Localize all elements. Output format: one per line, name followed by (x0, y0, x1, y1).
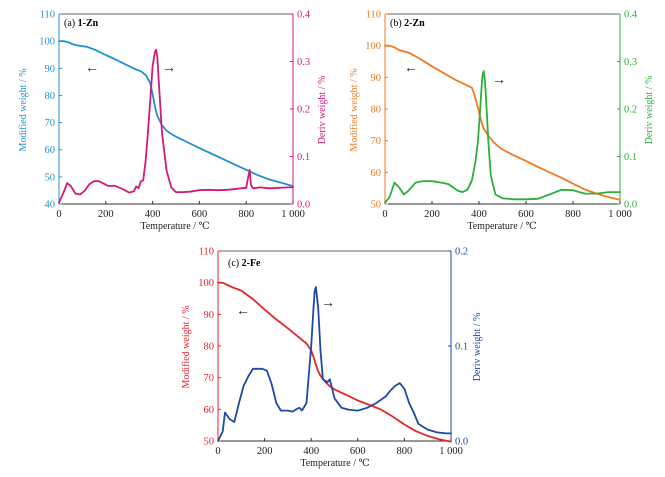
right-y-tick-label: 0.4 (297, 10, 311, 21)
left-axis-label: Modified weight / % (18, 68, 29, 151)
right-axis-label: Deriv weight / % (472, 313, 483, 382)
x-axis-label: Temperature / ℃ (467, 221, 536, 232)
left-arrow: ← (85, 61, 99, 76)
right-y-tick-label: 0.2 (455, 247, 468, 258)
left-y-tick-label: 70 (371, 136, 382, 147)
right-y-tick-label: 0.2 (297, 105, 310, 116)
x-tick-label: 600 (192, 209, 208, 220)
left-y-tick-label: 110 (366, 10, 381, 21)
right-arrow: → (321, 296, 335, 311)
x-tick-label: 600 (350, 446, 366, 457)
panel-title: (b) 2-Zn (390, 18, 425, 29)
left-y-tick-label: 90 (204, 310, 215, 321)
left-y-tick-label: 110 (199, 247, 214, 258)
weight-curve (58, 40, 294, 188)
left-y-tick-label: 100 (198, 278, 214, 289)
x-axis-label: Temperature / ℃ (140, 221, 209, 232)
x-tick-label: 200 (98, 209, 114, 220)
left-y-tick-label: 60 (204, 405, 215, 416)
right-y-tick-label: 0.1 (297, 152, 310, 163)
left-y-tick-label: 80 (45, 91, 56, 102)
x-tick-label: 400 (471, 209, 487, 220)
right-y-tick-label: 0.1 (624, 152, 637, 163)
x-tick-label: 1 000 (281, 209, 305, 220)
right-y-tick-label: 0.1 (455, 342, 468, 353)
x-tick-label: 0 (215, 446, 220, 457)
right-axis-label: Deriv weight / % (317, 76, 328, 145)
panel-c-2fe: Modified weight / % Deriv weight / % Tem… (181, 247, 483, 470)
weight-curve (384, 44, 621, 201)
x-tick-label: 800 (397, 446, 413, 457)
left-y-tick-label: 40 (45, 200, 56, 211)
panel-a-1zn: Modified weight / % Deriv weight / % Tem… (18, 10, 328, 233)
panel-title: (c) 2-Fe (228, 258, 261, 269)
left-arrow: ← (404, 61, 418, 76)
deriv-weight-curve (217, 286, 452, 442)
x-tick-label: 200 (424, 209, 440, 220)
left-y-tick-label: 90 (45, 64, 56, 75)
x-tick-label: 400 (303, 446, 319, 457)
right-y-tick-label: 0.4 (624, 10, 638, 21)
x-tick-label: 400 (145, 209, 161, 220)
deriv-weight-curve (384, 70, 621, 204)
right-arrow: → (492, 73, 506, 88)
x-tick-label: 200 (257, 446, 273, 457)
panel-title: (a) 1-Zn (64, 18, 99, 29)
right-y-tick-label: 0.0 (297, 200, 310, 211)
left-y-tick-label: 70 (45, 118, 56, 129)
left-y-tick-label: 60 (371, 168, 382, 179)
x-axis-label: Temperature / ℃ (300, 458, 369, 469)
left-axis-label: Modified weight / % (181, 305, 192, 388)
left-y-tick-label: 50 (45, 172, 56, 183)
right-axis-label: Deriv weight / % (644, 76, 655, 145)
left-axis-label: Modified weight / % (349, 68, 360, 151)
x-tick-label: 1 000 (439, 446, 463, 457)
panel-b-2zn: Modified weight / % Deriv weight / % Tem… (349, 10, 655, 233)
right-y-tick-label: 0.3 (624, 57, 637, 68)
left-arrow: ← (236, 304, 250, 319)
weight-curve (217, 281, 452, 443)
left-y-tick-label: 100 (39, 37, 55, 48)
left-y-tick-label: 80 (204, 342, 215, 353)
left-y-tick-label: 100 (365, 41, 381, 52)
right-arrow: → (162, 61, 176, 76)
right-y-tick-label: 0.3 (297, 57, 310, 68)
x-tick-label: 800 (238, 209, 254, 220)
x-tick-label: 800 (565, 209, 581, 220)
x-tick-label: 0 (56, 209, 61, 220)
right-y-tick-label: 0.0 (455, 437, 468, 448)
deriv-weight-curve (58, 48, 294, 204)
left-y-tick-label: 50 (204, 437, 215, 448)
x-tick-label: 1 000 (608, 209, 632, 220)
x-tick-label: 0 (382, 209, 387, 220)
left-y-tick-label: 110 (40, 10, 55, 21)
left-y-tick-label: 80 (371, 105, 382, 116)
left-y-tick-label: 90 (371, 73, 382, 84)
x-tick-label: 600 (518, 209, 534, 220)
right-y-tick-label: 0.2 (624, 105, 637, 116)
right-y-tick-label: 0.0 (624, 200, 637, 211)
left-y-tick-label: 50 (371, 200, 382, 211)
left-y-tick-label: 70 (204, 373, 215, 384)
left-y-tick-label: 60 (45, 145, 56, 156)
